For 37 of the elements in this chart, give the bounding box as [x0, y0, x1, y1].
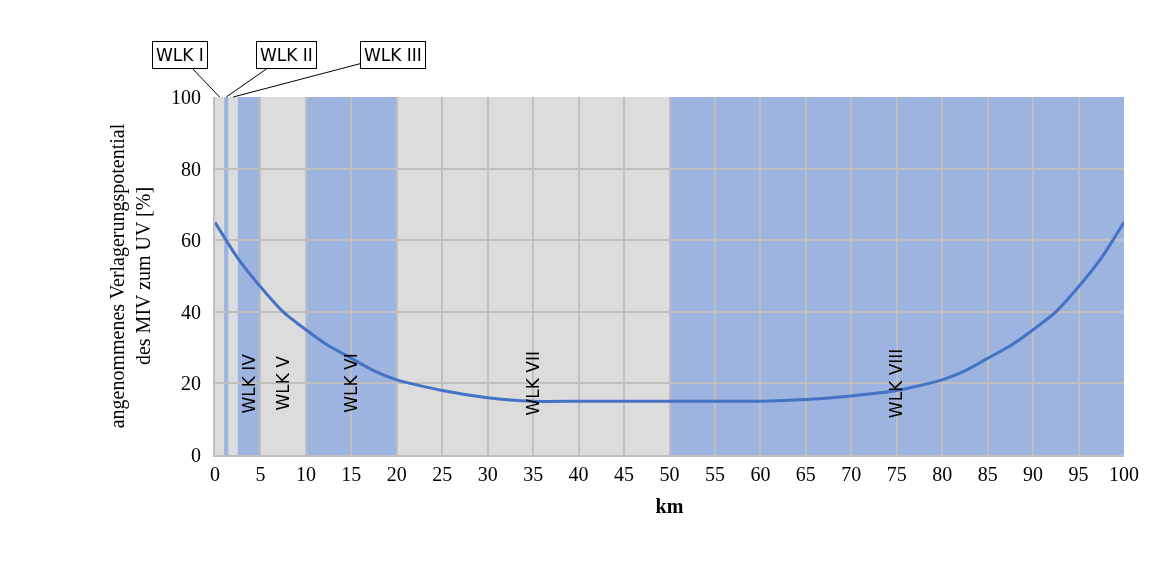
band-label: WLK I [156, 45, 204, 65]
x-tick-label: 90 [1023, 463, 1044, 485]
x-tick-label: 60 [750, 463, 771, 485]
y-tick-label: 80 [181, 157, 201, 180]
x-tick-label: 85 [977, 463, 998, 485]
y-tick-label: 0 [191, 444, 201, 466]
y-tick-label: 100 [171, 86, 201, 108]
x-tick-label: 40 [568, 463, 589, 485]
x-tick-label: 0 [210, 463, 220, 485]
x-tick-label: 20 [386, 463, 407, 485]
band-label: WLK II [260, 45, 313, 65]
x-axis-title: km [655, 495, 684, 517]
x-tick-label: 5 [255, 463, 266, 485]
band-label: WLK V [272, 355, 293, 411]
x-tick-label: 75 [886, 463, 907, 485]
x-tick-label: 95 [1068, 463, 1089, 485]
band-label: WLK VII [522, 351, 543, 416]
x-tick-label: 55 [704, 463, 725, 485]
x-tick-label: 65 [795, 463, 816, 485]
x-tick-label: 100 [1109, 463, 1139, 485]
y-tick-label: 60 [181, 229, 201, 252]
x-tick-label: 10 [295, 463, 316, 485]
y-axis-title: angenommenes Verlagerungspotential des MIV zum UV [%] [106, 123, 154, 429]
band-label: WLK VI [340, 353, 361, 413]
x-tick-label: 35 [523, 463, 544, 485]
x-tick-label: 15 [341, 463, 362, 485]
band-label: WLK VIII [886, 348, 907, 419]
x-tick-label: 45 [614, 463, 635, 485]
band-label: WLK III [364, 45, 422, 65]
x-tick-label: 30 [477, 463, 498, 485]
x-tick-label: 25 [432, 463, 453, 485]
x-tick-label: 80 [932, 463, 953, 485]
band-label: WLK IV [238, 353, 259, 414]
y-tick-label: 40 [181, 300, 201, 323]
y-tick-label: 20 [181, 372, 201, 395]
x-tick-label: 70 [841, 463, 862, 485]
x-tick-label: 50 [659, 463, 680, 485]
